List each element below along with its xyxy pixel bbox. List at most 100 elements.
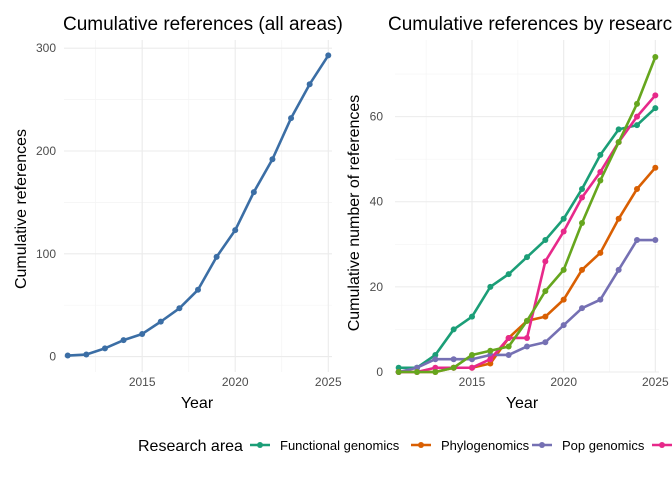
data-point [250, 189, 257, 196]
legend-label: Pop genomics [562, 438, 645, 453]
data-point [450, 364, 457, 371]
data-point [269, 156, 276, 163]
chart-left-ticks: 2015 2020 2025 0 100 200 300 [36, 41, 342, 389]
data-point [634, 100, 640, 107]
data-point [560, 228, 567, 235]
y-tick-label: 40 [370, 195, 384, 209]
legend-key-point [257, 442, 263, 448]
data-point [450, 326, 457, 333]
data-point [542, 288, 549, 295]
data-point [579, 220, 585, 227]
series-line-0 [66, 54, 330, 357]
data-point [634, 185, 640, 192]
data-point [597, 168, 604, 175]
data-point [288, 115, 295, 122]
data-point [597, 177, 604, 184]
data-point [542, 237, 549, 244]
data-point [652, 92, 659, 99]
data-point [505, 351, 512, 358]
data-point [542, 258, 549, 265]
data-point [505, 334, 512, 341]
data-point [450, 356, 457, 363]
data-point [615, 139, 622, 146]
data-point [232, 227, 239, 234]
data-point [560, 296, 567, 303]
y-tick-label: 60 [370, 110, 384, 124]
data-point [487, 283, 494, 290]
data-point [634, 122, 640, 129]
data-point [597, 296, 604, 303]
x-tick-label: 2020 [550, 375, 577, 389]
data-point [83, 351, 90, 358]
data-point [615, 126, 622, 133]
chart-right-ticks: 2015 2020 2025 0 20 40 60 [370, 110, 669, 389]
data-point [524, 317, 530, 324]
data-point [634, 237, 640, 244]
series-line-4 [397, 55, 657, 374]
y-tick-label: 0 [49, 350, 56, 364]
chart-right-title: Cumulative references by research area [388, 14, 672, 35]
data-point [579, 305, 585, 312]
data-point [139, 330, 146, 337]
data-point [469, 364, 475, 371]
data-point [432, 351, 439, 358]
x-tick-label: 2015 [129, 375, 156, 389]
legend-label: Phylogenomics [441, 438, 530, 453]
data-point [597, 249, 604, 256]
data-point [213, 253, 220, 260]
data-point [306, 81, 313, 88]
legend: Research area Functional genomics Phyloge… [138, 438, 672, 455]
series-line-3 [397, 94, 657, 374]
data-point [432, 369, 439, 375]
chart-left-grid [64, 40, 332, 372]
data-point [395, 369, 402, 375]
data-point [560, 266, 567, 273]
data-point [615, 215, 622, 222]
chart-left-title: Cumulative references (all areas) [63, 14, 343, 35]
legend-title: Research area [138, 438, 243, 455]
data-point [395, 364, 402, 371]
data-point [560, 215, 567, 222]
legend-key-point [539, 442, 545, 448]
chart-right-marks [395, 54, 659, 375]
data-point [560, 322, 567, 329]
x-tick-label: 2025 [315, 375, 342, 389]
data-point [524, 334, 530, 341]
data-point [195, 286, 201, 293]
data-point [487, 356, 494, 363]
data-point [634, 113, 640, 120]
data-point [524, 254, 530, 261]
data-point [469, 356, 475, 363]
data-point [615, 266, 622, 273]
x-tick-label: 2020 [222, 375, 249, 389]
data-point [157, 318, 164, 325]
legend-items: Functional genomics Phylogenomics Pop geno… [250, 438, 672, 453]
data-point [432, 364, 439, 371]
x-tick-label: 2025 [642, 375, 669, 389]
data-point [542, 313, 549, 320]
data-point [432, 356, 439, 363]
data-point [487, 347, 494, 354]
data-point [487, 360, 494, 367]
legend-key-point [418, 442, 424, 448]
data-point [469, 313, 475, 320]
y-tick-label: 0 [376, 365, 383, 379]
y-tick-label: 300 [36, 41, 56, 55]
data-point [652, 164, 659, 171]
data-point [542, 339, 549, 346]
chart-right-y-axis-title: Cumulative number of references [346, 95, 363, 332]
chart-left-x-axis-title: Year [181, 395, 214, 412]
data-point [652, 237, 659, 244]
data-point [579, 266, 585, 273]
data-point [597, 151, 604, 158]
legend-label: Functional genomics [280, 438, 400, 453]
data-point [505, 343, 512, 350]
data-point [414, 364, 420, 371]
data-point [414, 369, 420, 375]
chart-right: Cumulative references by research area 2… [346, 14, 672, 412]
data-point [579, 194, 585, 201]
chart-left-y-axis-title: Cumulative references [13, 129, 30, 289]
y-tick-label: 100 [36, 247, 56, 261]
data-point [325, 52, 332, 59]
